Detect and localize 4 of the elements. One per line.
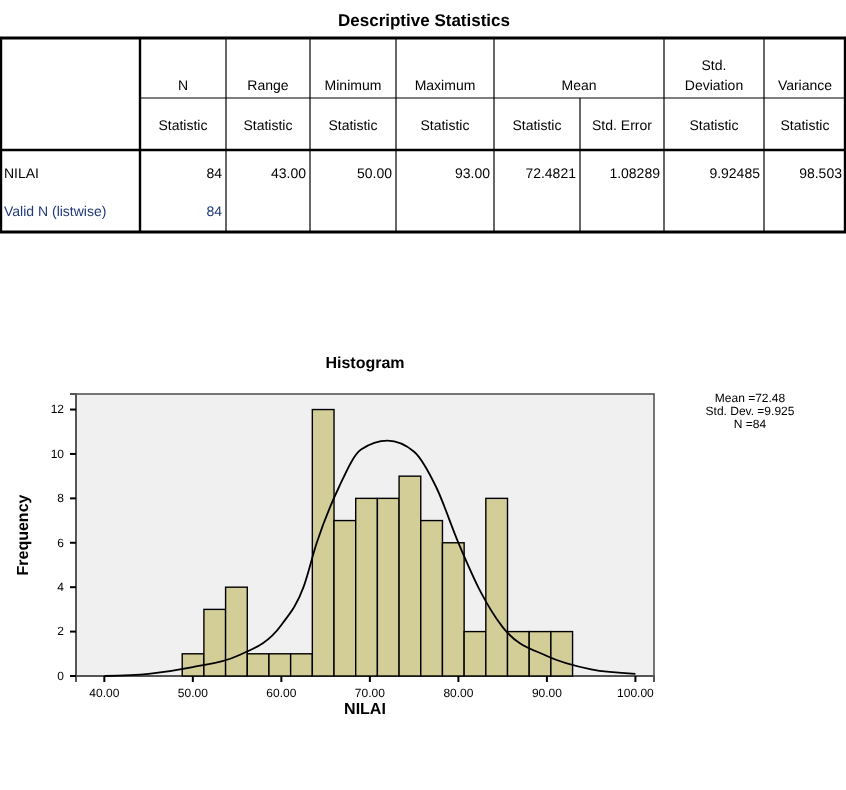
chart-title: Histogram (325, 354, 405, 372)
text: Descriptive Statistics (338, 10, 511, 30)
x-axis-title: NILAI (344, 700, 386, 718)
y-axis-title: Frequency (14, 493, 32, 576)
